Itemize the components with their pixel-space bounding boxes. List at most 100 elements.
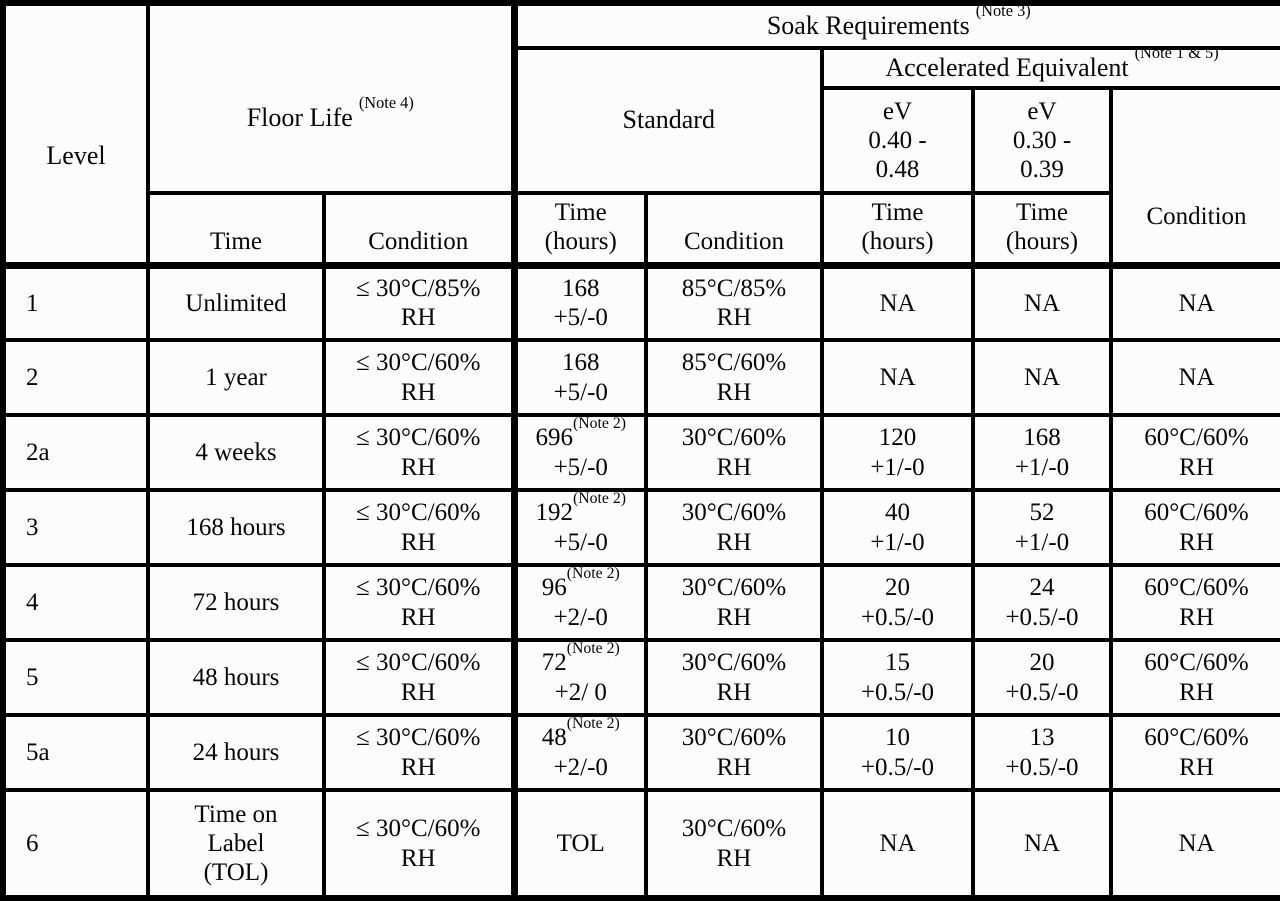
cell-standard-time: 168 +5/-0 — [510, 261, 648, 342]
soak-requirements-note: (Note 3) — [975, 3, 1031, 20]
cell-level: 6 — [1, 788, 150, 900]
cell-ev-low-time: NA — [971, 788, 1113, 900]
cell-level: 5 — [1, 638, 150, 717]
cell-standard-time: 96(Note 2) +2/-0 — [510, 563, 648, 642]
cell-accelerated-condition: 60°C/60% RH — [1108, 563, 1280, 642]
standard-time-tolerance: +5/-0 — [553, 304, 608, 332]
cell-ev-low-time: 52 +1/-0 — [971, 488, 1113, 567]
cell-standard-time: 192(Note 2) +5/-0 — [510, 488, 648, 567]
cell-accelerated-condition: 60°C/60% RH — [1108, 413, 1280, 492]
cell-floor-condition: ≤ 30°C/60% RH — [322, 563, 516, 642]
header-accelerated-equivalent: Accelerated Equivalent (Note 1 & 5) — [819, 46, 1280, 90]
cell-ev-low-time: NA — [971, 261, 1113, 342]
table-row-level-2: 2 1 year ≤ 30°C/60% RH 168 +5/-0 85°C/60%… — [1, 338, 1280, 417]
accelerated-equivalent-note: (Note 1 & 5) — [1134, 48, 1219, 62]
cell-floor-condition: ≤ 30°C/60% RH — [322, 713, 516, 792]
cell-standard-time: 72(Note 2) +2/ 0 — [510, 638, 648, 717]
cell-ev-low-time: 20 +0.5/-0 — [971, 638, 1113, 717]
cell-standard-condition: 30°C/60% RH — [644, 713, 824, 792]
table-row-level-3: 3 168 hours ≤ 30°C/60% RH 192(Note 2) +5/… — [1, 488, 1280, 567]
header-ev-low: eV 0.30 - 0.39 — [971, 86, 1113, 195]
cell-accelerated-condition: NA — [1108, 261, 1280, 342]
standard-time-value: 192 — [535, 499, 574, 527]
cell-level: 5a — [1, 713, 150, 792]
cell-ev-low-time: 24 +0.5/-0 — [971, 563, 1113, 642]
cell-accelerated-condition: 60°C/60% RH — [1108, 638, 1280, 717]
cell-level: 2 — [1, 338, 150, 417]
cell-standard-time: 168 +5/-0 — [510, 338, 648, 417]
header-floor-time: Time — [146, 191, 326, 267]
cell-floor-time: Unlimited — [146, 261, 326, 342]
standard-time-note: (Note 2) — [566, 565, 620, 583]
header-soak-requirements: Soak Requirements (Note 3) — [510, 1, 1280, 50]
cell-floor-time: 168 hours — [146, 488, 326, 567]
cell-floor-condition: ≤ 30°C/60% RH — [322, 413, 516, 492]
cell-standard-condition: 30°C/60% RH — [644, 563, 824, 642]
header-level: Level — [1, 1, 150, 267]
header-ev-high-time: Time (hours) — [820, 191, 975, 267]
header-ev-low-time: Time (hours) — [971, 191, 1113, 267]
cell-ev-high-time: NA — [820, 338, 975, 417]
header-floor-life: Floor Life(Note 4) — [146, 1, 516, 195]
standard-time-value: 72 — [541, 649, 567, 677]
standard-time-note: (Note 2) — [573, 490, 626, 508]
standard-time-tolerance: +2/-0 — [553, 603, 608, 631]
cell-floor-time: 24 hours — [146, 713, 326, 792]
cell-standard-condition: 30°C/60% RH — [644, 413, 824, 492]
standard-time-note: (Note 2) — [573, 415, 626, 433]
standard-time-value: TOL — [556, 829, 605, 857]
table-row-level-4: 4 72 hours ≤ 30°C/60% RH 96(Note 2) +2/-0… — [1, 563, 1280, 642]
cell-level: 2a — [1, 413, 150, 492]
cell-floor-condition: ≤ 30°C/85% RH — [322, 261, 516, 342]
table-row-level-5a: 5a 24 hours ≤ 30°C/60% RH 48(Note 2) +2/-… — [1, 713, 1280, 792]
cell-accelerated-condition: 60°C/60% RH — [1108, 488, 1280, 567]
standard-time-tolerance: +5/-0 — [553, 528, 608, 556]
header-standard-time: Time (hours) — [510, 191, 648, 267]
cell-standard-condition: 30°C/60% RH — [644, 638, 824, 717]
cell-standard-time: TOL — [510, 788, 648, 900]
standard-time-tolerance: +5/-0 — [553, 378, 608, 406]
cell-floor-time: 48 hours — [146, 638, 326, 717]
accelerated-equivalent-label: Accelerated Equivalent — [885, 52, 1129, 82]
header-standard: Standard — [510, 46, 824, 195]
cell-level: 1 — [1, 261, 150, 342]
standard-time-tolerance: +5/-0 — [553, 453, 608, 481]
standard-time-value: 168 — [562, 349, 600, 377]
cell-standard-time: 696(Note 2) +5/-0 — [510, 413, 648, 492]
cell-floor-condition: ≤ 30°C/60% RH — [322, 638, 516, 717]
standard-time-value: 48 — [541, 724, 567, 752]
cell-standard-condition: 30°C/60% RH — [644, 488, 824, 567]
cell-accelerated-condition: 60°C/60% RH — [1108, 713, 1280, 792]
cell-ev-low-time: 13 +0.5/-0 — [971, 713, 1113, 792]
standard-time-value: 168 — [562, 275, 600, 302]
header-standard-condition: Condition — [644, 191, 824, 267]
standard-time-value: 96 — [541, 574, 567, 602]
header-floor-condition: Condition — [322, 191, 516, 267]
cell-floor-time: 1 year — [146, 338, 326, 417]
standard-time-value: 696 — [535, 424, 574, 452]
cell-floor-condition: ≤ 30°C/60% RH — [322, 488, 516, 567]
soak-requirements-label: Soak Requirements — [766, 10, 970, 40]
header-ev-high: eV 0.40 - 0.48 — [820, 86, 975, 195]
cell-standard-condition: 30°C/60% RH — [644, 788, 824, 900]
cell-ev-low-time: NA — [971, 338, 1113, 417]
standard-time-note: (Note 2) — [566, 640, 620, 658]
floor-life-note: (Note 4) — [358, 93, 414, 113]
cell-ev-high-time: NA — [820, 788, 975, 900]
standard-time-note: (Note 2) — [566, 715, 620, 733]
table-row-level-2a: 2a 4 weeks ≤ 30°C/60% RH 696(Note 2) +5/-… — [1, 413, 1280, 492]
table-row-level-5: 5 48 hours ≤ 30°C/60% RH 72(Note 2) +2/ 0… — [1, 638, 1280, 717]
cell-ev-high-time: 20 +0.5/-0 — [820, 563, 975, 642]
cell-accelerated-condition: NA — [1108, 338, 1280, 417]
cell-floor-condition: ≤ 30°C/60% RH — [322, 788, 516, 900]
table-row-level-1: 1 Unlimited ≤ 30°C/85% RH 168 +5/-0 85°C/… — [1, 261, 1280, 342]
cell-standard-condition: 85°C/60% RH — [644, 338, 824, 417]
cell-ev-high-time: 120 +1/-0 — [820, 413, 975, 492]
cell-floor-time: 4 weeks — [146, 413, 326, 492]
cell-ev-high-time: 15 +0.5/-0 — [820, 638, 975, 717]
cell-floor-condition: ≤ 30°C/60% RH — [322, 338, 516, 417]
standard-time-tolerance: +2/ 0 — [554, 678, 607, 706]
cell-level: 4 — [1, 563, 150, 642]
cell-floor-time: Time on Label (TOL) — [146, 788, 326, 900]
